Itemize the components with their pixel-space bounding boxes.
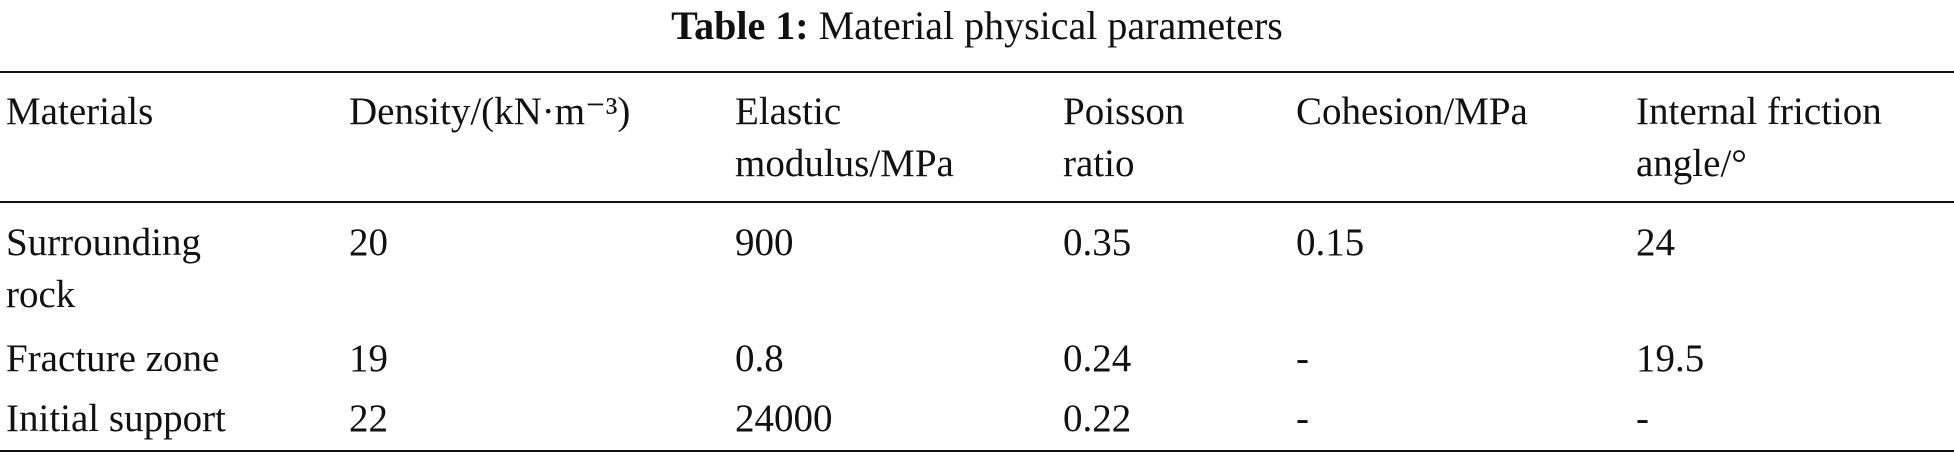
caption-label: Table 1:	[671, 3, 809, 48]
caption-text: Material physical parameters	[818, 3, 1283, 48]
header-cell: Density/(kN·m⁻³)	[349, 90, 631, 133]
table-cell: 19.5	[1636, 337, 1705, 380]
header-cell: Internal friction angle/°	[1636, 90, 1882, 185]
table-cell: 0.8	[735, 337, 784, 380]
table-cell: 19	[349, 337, 388, 380]
table-cell: 22	[349, 397, 388, 440]
bottom-rule	[0, 450, 1954, 452]
table-cell: 0.35	[1063, 221, 1132, 264]
header-rule	[0, 201, 1954, 203]
table-caption: Table 1: Material physical parameters	[0, 2, 1954, 50]
header-cell: Poisson ratio	[1063, 90, 1185, 185]
header-cell: Cohesion/MPa	[1296, 90, 1528, 133]
table-cell: -	[1636, 397, 1649, 440]
table-cell: 0.22	[1063, 397, 1132, 440]
table-cell: 20	[349, 221, 388, 264]
table-cell: 0.15	[1296, 221, 1365, 264]
row-label: Initial support	[6, 397, 226, 440]
table-cell: -	[1296, 397, 1309, 440]
row-label: Surrounding rock	[6, 221, 201, 316]
table-cell: 24	[1636, 221, 1675, 264]
table-cell: 0.24	[1063, 337, 1132, 380]
table-cell: 24000	[735, 397, 833, 440]
table-cell: -	[1296, 337, 1309, 380]
row-label: Fracture zone	[6, 337, 220, 380]
header-cell: Materials	[6, 90, 154, 133]
table-cell: 900	[735, 221, 794, 264]
header-cell: Elastic modulus/MPa	[735, 90, 954, 185]
top-rule	[0, 71, 1954, 73]
